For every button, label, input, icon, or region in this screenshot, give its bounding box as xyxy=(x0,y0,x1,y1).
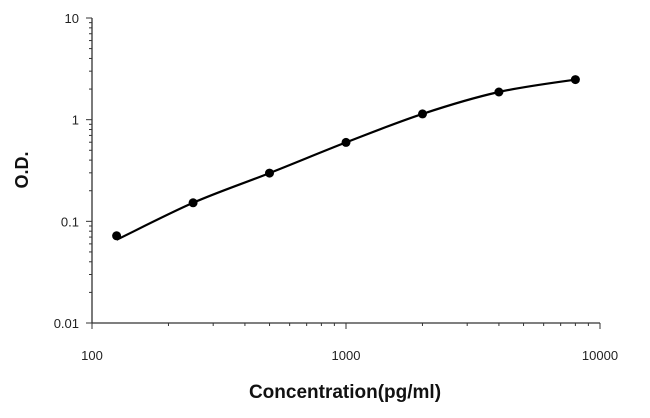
data-points xyxy=(112,75,580,241)
y-axis-title: O.D. xyxy=(12,151,32,188)
y-tick-label: 0.1 xyxy=(61,214,79,229)
x-tick-label: 100 xyxy=(81,348,103,363)
y-tick-label: 1 xyxy=(72,113,79,128)
x-tick-label: 1000 xyxy=(332,348,361,363)
data-point xyxy=(570,75,580,85)
data-point xyxy=(341,137,351,147)
data-point xyxy=(112,231,122,241)
data-point xyxy=(494,87,504,97)
tick-marks xyxy=(86,17,601,329)
x-tick-label: 10000 xyxy=(582,348,618,363)
y-tick-label: 0.01 xyxy=(54,316,79,331)
data-point xyxy=(418,109,427,119)
axes xyxy=(86,17,601,329)
data-point xyxy=(265,168,274,178)
fit-curve xyxy=(116,78,576,241)
data-point xyxy=(188,198,198,208)
tick-labels: 10 1 0.1 0.01 100 1000 10000 xyxy=(54,11,618,363)
x-axis-title: Concentration(pg/ml) xyxy=(249,382,441,403)
y-tick-label: 10 xyxy=(65,11,79,26)
